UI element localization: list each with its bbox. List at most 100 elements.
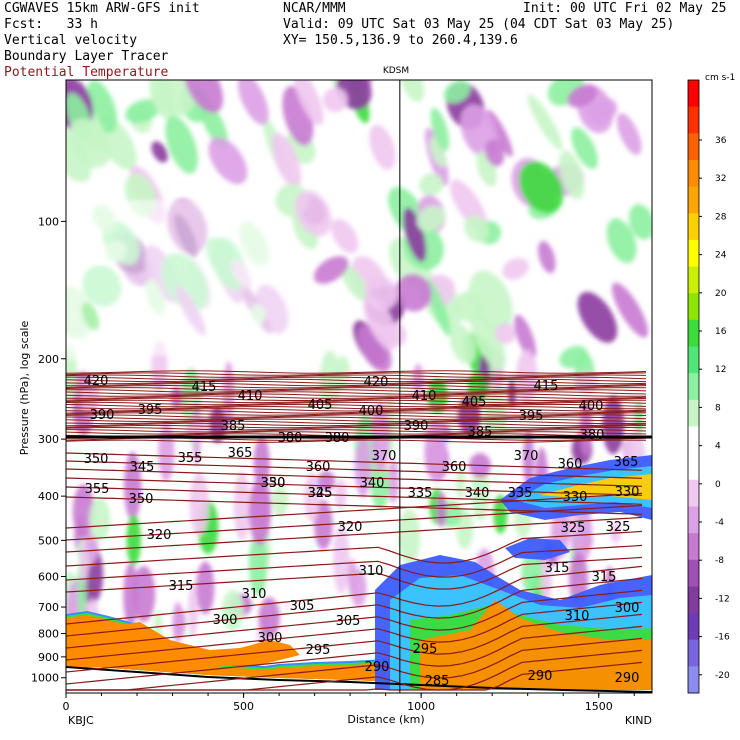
velocity-cell <box>586 97 618 124</box>
theta-contour <box>66 625 643 685</box>
velocity-cell <box>126 514 141 566</box>
theta-label: 395 <box>519 409 544 424</box>
potential-temperature-contours <box>66 370 652 691</box>
colorbar-swatch <box>688 213 699 241</box>
velocity-cell <box>559 150 585 200</box>
velocity-cell <box>66 128 92 183</box>
theta-contour <box>66 403 647 408</box>
init-time: Init: 00 UTC Fri 02 May 25 <box>523 1 727 16</box>
theta-contour <box>66 387 647 391</box>
theta-contour <box>66 577 643 637</box>
theta-label: 345 <box>308 486 333 501</box>
theta-contour <box>66 530 643 567</box>
valid-time: Valid: 09 UTC Sat 03 May 25 (04 CDT Sat … <box>283 17 675 32</box>
field-potential-temperature: Potential Temperature <box>4 65 169 80</box>
x-tick-label: 1500 <box>585 700 613 713</box>
velocity-cell <box>559 345 588 369</box>
colorbar-swatch <box>688 399 699 427</box>
velocity-cell <box>416 205 446 232</box>
velocity-cell <box>449 323 476 364</box>
theta-label: 340 <box>465 486 490 501</box>
y-tick-label: 200 <box>38 353 59 366</box>
y-tick-label: 100 <box>38 215 59 228</box>
colorbar-swatch <box>688 613 699 641</box>
velocity-cell <box>571 127 598 170</box>
theta-label: 305 <box>336 614 361 629</box>
colorbar-label: 32 <box>715 174 726 184</box>
colorbar-label: 16 <box>715 327 727 337</box>
theta-label: 295 <box>306 643 331 658</box>
velocity-cell <box>333 525 350 594</box>
theta-contour <box>66 468 643 487</box>
theta-contour <box>66 380 647 385</box>
colorbar-swatch <box>688 186 699 214</box>
velocity-cell <box>470 311 507 370</box>
colorbar-units: cm s-1 <box>705 73 735 83</box>
theta-label: 290 <box>365 660 390 675</box>
theta-contour <box>66 410 647 414</box>
theta-label: 300 <box>615 601 640 616</box>
theta-label: 325 <box>308 486 333 501</box>
velocity-cell <box>403 207 427 262</box>
theta-contour <box>66 416 647 420</box>
theta-label: 340 <box>360 476 385 491</box>
theta-label: 400 <box>359 404 384 419</box>
theta-contour <box>66 391 647 395</box>
theta-label: 325 <box>606 520 631 535</box>
calm-region <box>66 200 300 360</box>
theta-label: 305 <box>290 599 315 614</box>
theta-label: 380 <box>325 431 350 446</box>
x-axis-title: Distance (km) <box>347 713 424 726</box>
velocity-cell <box>514 314 537 360</box>
velocity-cell <box>124 451 142 521</box>
axes: 0 500 1000 1500 100 200 300 400 500 600 700 800 900 1… <box>31 215 635 713</box>
theta-contour <box>66 401 647 406</box>
theta-label: 350 <box>261 476 286 491</box>
theta-contour <box>66 405 647 410</box>
theta-label: 395 <box>138 403 163 418</box>
colorbar-swatch <box>688 559 699 587</box>
velocity-cell <box>89 497 111 541</box>
colorbar-swatch <box>688 639 699 667</box>
theta-label: 385 <box>221 419 246 434</box>
x-start-station: KBJC <box>68 714 94 727</box>
theta-label: 380 <box>278 431 303 446</box>
theta-contour <box>66 389 647 393</box>
velocity-cell <box>354 435 372 498</box>
theta-label: 310 <box>359 564 384 579</box>
theta-contour <box>66 429 647 433</box>
theta-contour <box>66 414 647 418</box>
x-tick-label: 500 <box>233 700 254 713</box>
theta-label: 405 <box>308 398 333 413</box>
colorbar-swatch <box>688 533 699 561</box>
colorbar-swatch <box>688 346 699 374</box>
colorbar-swatch <box>688 319 699 348</box>
theta-label: 365 <box>228 446 253 461</box>
y-tick-label: 500 <box>38 534 59 547</box>
contour-labels: 420 415 410 420 410 415 390 395 405 400 405 395 400 3… <box>84 374 640 689</box>
theta-contour <box>66 374 647 378</box>
velocity-cell <box>485 139 505 167</box>
theta-label: 310 <box>565 609 590 624</box>
colorbar: 36 32 28 24 20 16 12 8 4 0 -4 -8 -12 -16 -20 <box>687 79 730 694</box>
theta-label: 330 <box>615 485 640 500</box>
colorbar-label: 12 <box>715 365 726 375</box>
theta-label: 290 <box>528 669 553 684</box>
theta-label: 390 <box>404 419 429 434</box>
theta-contour <box>66 431 647 435</box>
theta-label: 335 <box>408 486 433 501</box>
theta-label: 420 <box>364 375 389 390</box>
y-tick-label: 1000 <box>31 672 59 685</box>
theta-label: 370 <box>372 449 397 464</box>
y-tick-label: 400 <box>38 490 59 503</box>
theta-contour <box>66 589 643 649</box>
theta-label: 360 <box>442 460 467 475</box>
theta-contour <box>66 439 647 444</box>
theta-contour <box>66 565 643 625</box>
velocity-cell <box>79 540 89 584</box>
theta-contour <box>66 376 647 381</box>
velocity-cell <box>606 218 637 264</box>
theta-contour <box>66 637 643 691</box>
velocity-cell <box>436 492 447 528</box>
theta-contour <box>66 370 647 374</box>
